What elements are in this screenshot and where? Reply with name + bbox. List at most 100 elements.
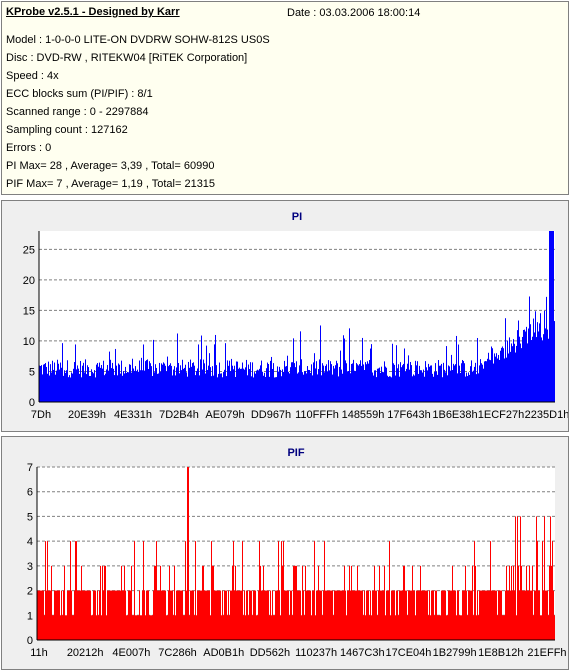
bar: [245, 615, 246, 640]
bar: [344, 338, 345, 402]
bar: [505, 590, 506, 640]
bar: [45, 541, 46, 640]
bar: [270, 590, 271, 640]
bar: [528, 590, 529, 640]
x-tick-label: 4E331h: [114, 409, 152, 421]
bar: [479, 365, 480, 402]
bar: [363, 364, 364, 402]
bar: [244, 369, 245, 402]
bar: [137, 615, 138, 640]
bar: [454, 590, 455, 640]
bar: [430, 365, 431, 402]
bar: [412, 565, 413, 640]
bar: [549, 231, 550, 402]
bar: [148, 590, 149, 640]
bar: [71, 590, 72, 640]
bar: [508, 353, 509, 402]
bar: [514, 590, 515, 640]
bar: [91, 369, 92, 402]
bar: [205, 373, 206, 402]
bar: [172, 590, 173, 640]
bar: [542, 340, 543, 402]
bar: [322, 363, 323, 402]
bar: [231, 590, 232, 640]
bar: [550, 516, 551, 640]
bar: [115, 348, 116, 402]
bar: [257, 369, 258, 402]
bar: [341, 369, 342, 402]
bar: [478, 615, 479, 640]
bar: [522, 590, 523, 640]
bar: [429, 366, 430, 402]
bar: [535, 590, 536, 640]
bar: [87, 590, 88, 640]
bar: [361, 365, 362, 402]
bar: [416, 365, 417, 402]
bar: [439, 615, 440, 640]
bar: [337, 590, 338, 640]
bar: [452, 370, 453, 402]
bar: [399, 376, 400, 402]
bar: [292, 362, 293, 402]
bar: [113, 590, 114, 640]
bar: [141, 357, 142, 402]
bar: [222, 377, 223, 402]
bar: [249, 369, 250, 402]
bar: [493, 363, 494, 402]
bar: [75, 344, 76, 402]
bar: [78, 368, 79, 402]
bar: [338, 590, 339, 640]
bar: [489, 359, 490, 402]
bar: [293, 338, 294, 402]
bar: [313, 590, 314, 640]
bar: [247, 590, 248, 640]
bar: [509, 337, 510, 402]
bar: [514, 343, 515, 402]
bar: [198, 590, 199, 640]
bar: [104, 375, 105, 402]
bar: [490, 541, 491, 640]
bar: [428, 363, 429, 402]
bar: [258, 590, 259, 640]
bar: [318, 369, 319, 402]
bar: [465, 565, 466, 640]
x-tick-label: 1B2799h: [433, 647, 477, 659]
bar: [272, 368, 273, 402]
bar: [422, 372, 423, 402]
bar: [515, 352, 516, 402]
bar: [356, 363, 357, 402]
bar: [101, 615, 102, 640]
bar: [371, 344, 372, 402]
y-tick-label: 5: [27, 511, 33, 523]
bar: [299, 365, 300, 402]
bar: [409, 369, 410, 402]
bar: [202, 369, 203, 402]
bar: [509, 565, 510, 640]
bar: [319, 359, 320, 402]
bar: [207, 590, 208, 640]
bar: [154, 372, 155, 402]
bar: [273, 363, 274, 402]
x-tick-label: 17F643h: [387, 409, 430, 421]
bar: [287, 590, 288, 640]
bar: [524, 590, 525, 640]
bar: [303, 590, 304, 640]
bar: [70, 541, 71, 640]
bar: [103, 360, 104, 402]
bar: [196, 615, 197, 640]
bar: [443, 590, 444, 640]
bar: [504, 615, 505, 640]
bar: [171, 590, 172, 640]
bar: [225, 590, 226, 640]
bar: [446, 615, 447, 640]
bar: [90, 590, 91, 640]
bar: [377, 615, 378, 640]
bar: [418, 590, 419, 640]
bar: [223, 615, 224, 640]
bar: [212, 366, 213, 402]
bar: [367, 590, 368, 640]
bar: [450, 370, 451, 402]
bar: [458, 344, 459, 402]
bar: [69, 375, 70, 402]
bar: [314, 541, 315, 640]
